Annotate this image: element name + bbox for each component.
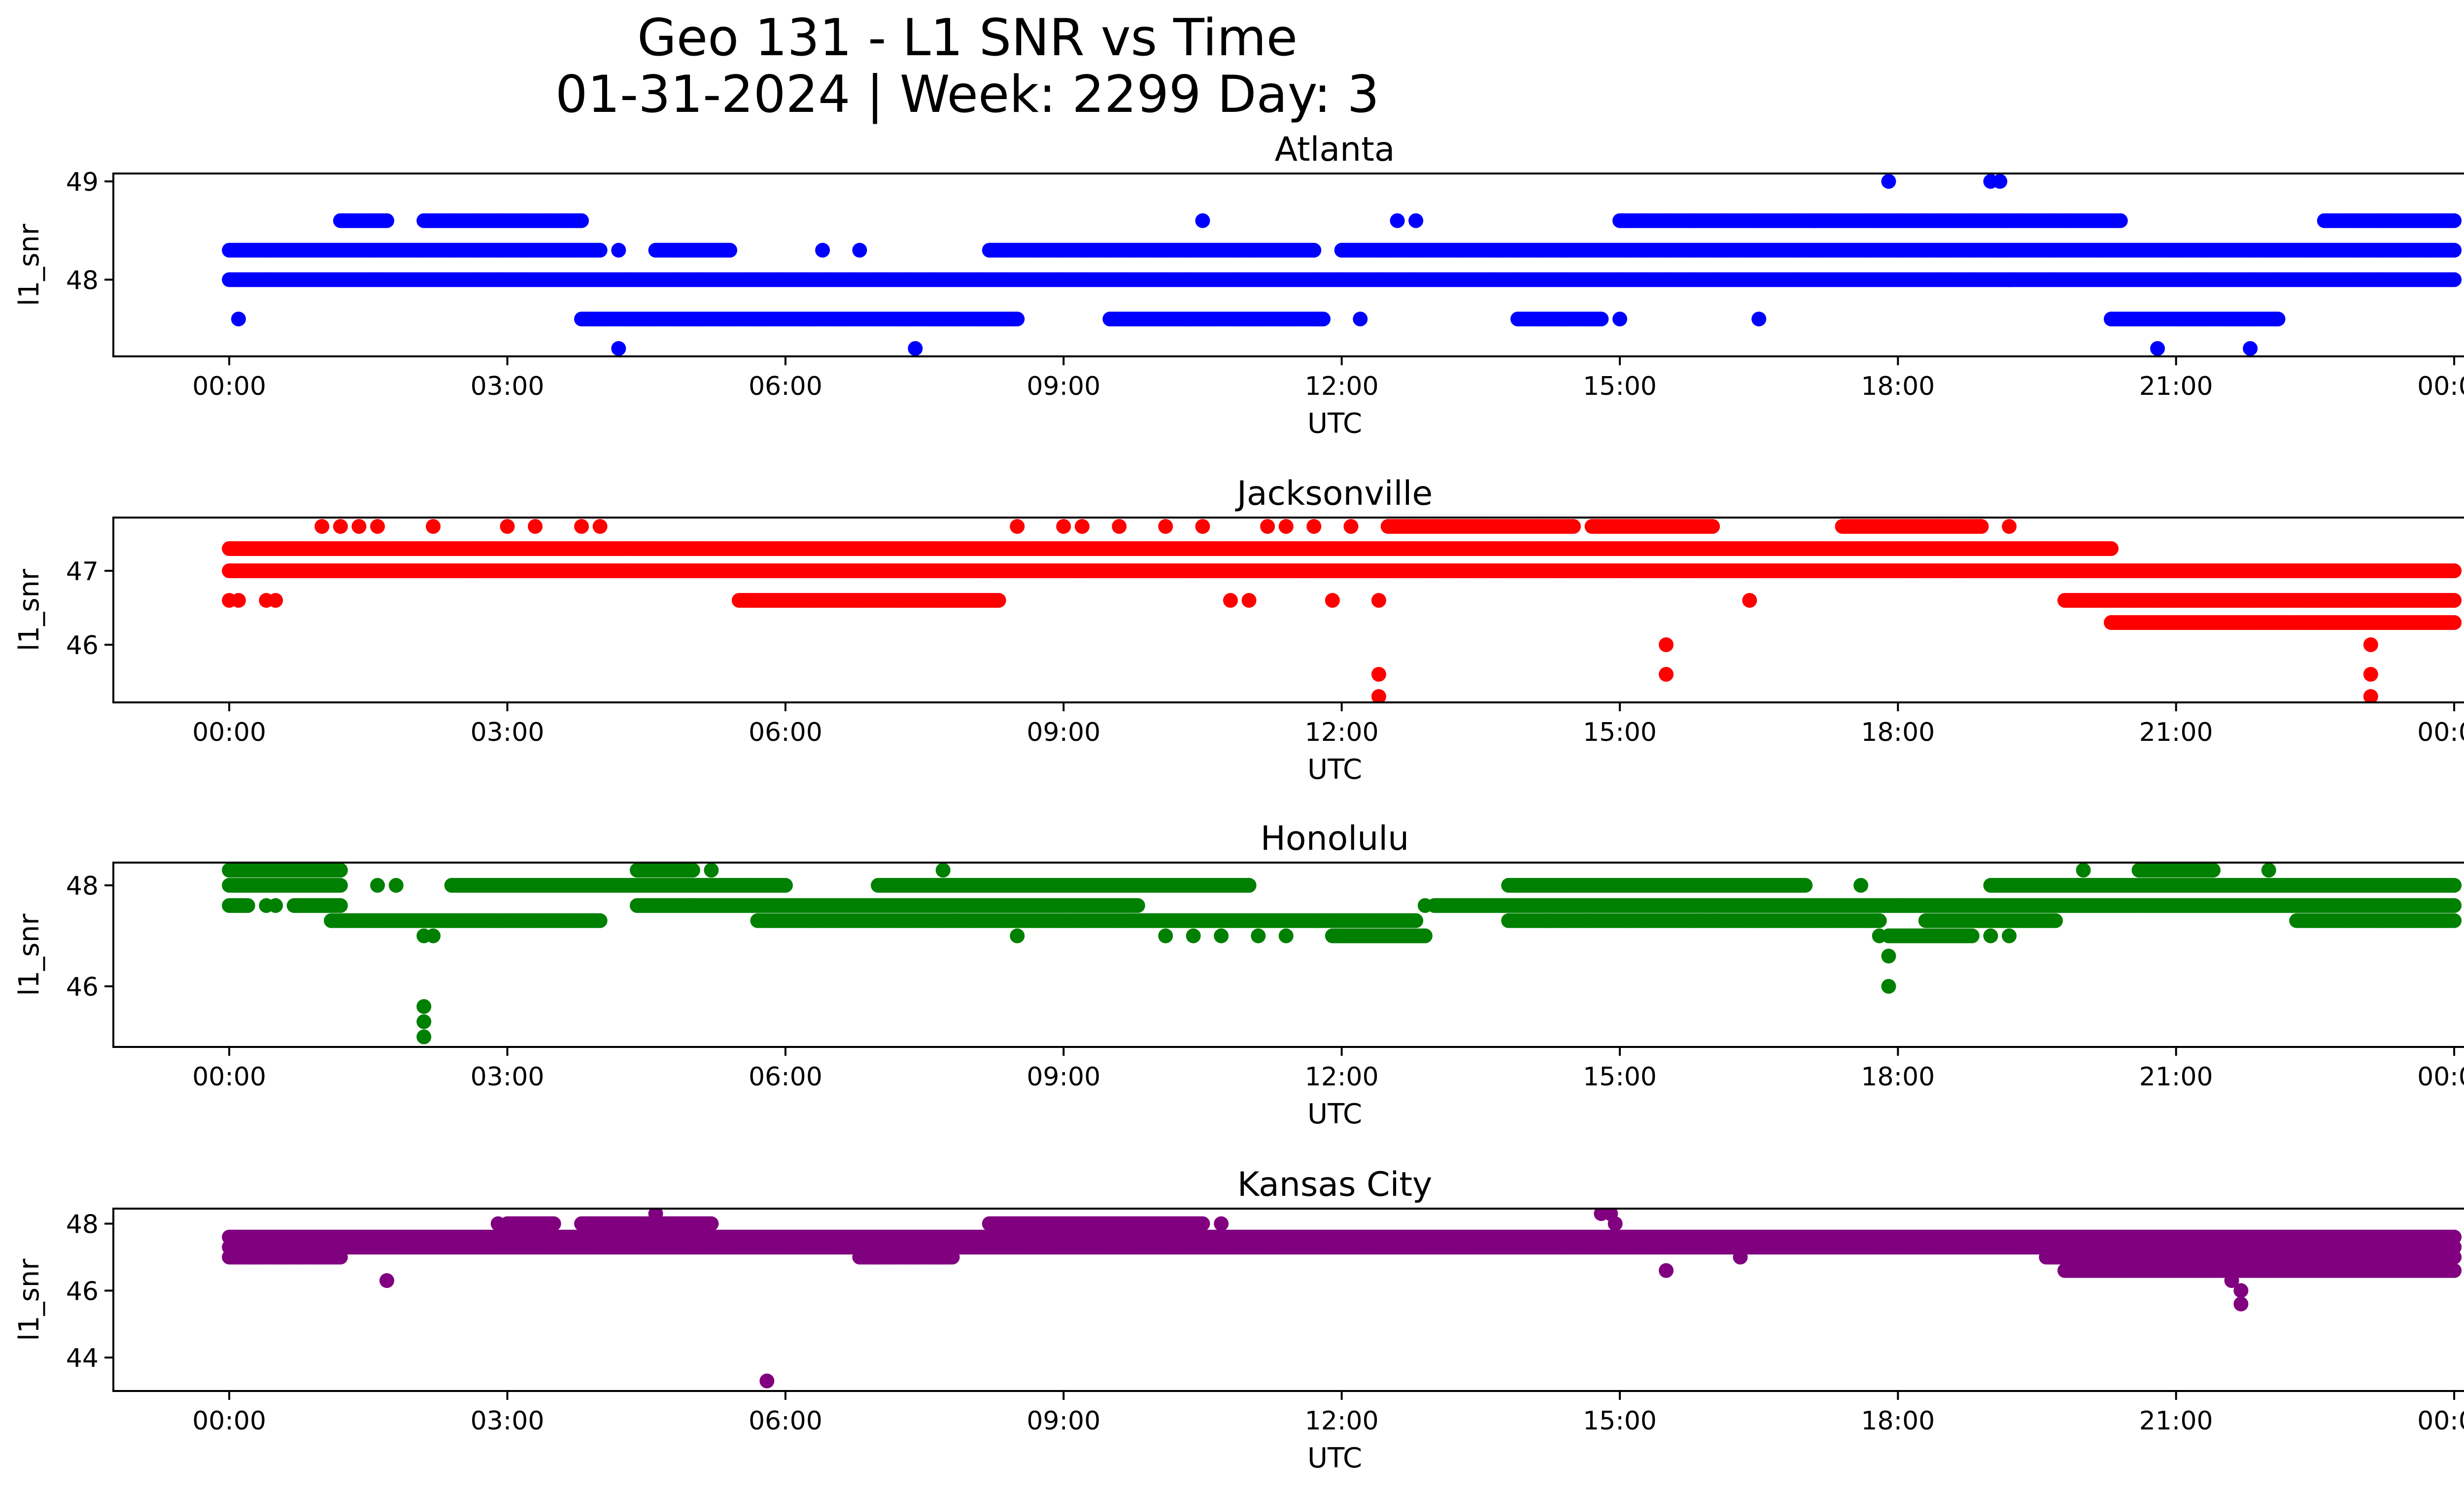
- x-tick-label: 15:00: [1583, 372, 1657, 401]
- data-point: [2113, 213, 2128, 228]
- x-tick-label: 12:00: [1305, 372, 1379, 401]
- data-point: [611, 341, 626, 356]
- data-point: [231, 312, 246, 327]
- data-point: [1390, 213, 1405, 228]
- x-tick-label: 03:00: [471, 718, 545, 747]
- data-point: [2447, 563, 2462, 578]
- data-point: [2447, 272, 2462, 287]
- data-point: [908, 341, 923, 356]
- x-tick-label: 18:00: [1861, 372, 1935, 401]
- y-axis-label: l1_snr: [13, 223, 45, 306]
- data-point: [2345, 213, 2360, 228]
- data-point: [852, 243, 867, 258]
- x-tick-label: 00:00: [192, 718, 266, 747]
- scatter-series: [222, 174, 2462, 356]
- x-tick-label: 06:00: [749, 718, 822, 747]
- subplot-jacksonville: Jacksonville 46 47 00:00 03:00 06:00 09:00 12:0…: [13, 474, 2464, 786]
- subplots: Atlanta 48 49 00:00 03:00 06:00 09:00 12:00 15:0…: [13, 130, 2464, 1474]
- x-axis-label: UTC: [1307, 754, 1362, 786]
- data-point: [592, 243, 608, 258]
- y-tick-label: 46: [66, 631, 99, 661]
- data-point: [1751, 312, 1767, 327]
- x-tick-label: 06:00: [749, 372, 822, 401]
- x-axis-label: UTC: [1307, 408, 1362, 440]
- data-point: [722, 243, 737, 258]
- x-tick-label: 00:00: [192, 372, 266, 401]
- subplot-atlanta: Atlanta 48 49 00:00 03:00 06:00 09:00 12:00 15:0…: [13, 130, 2464, 440]
- x-tick-label: 00:00: [2417, 372, 2464, 401]
- x-tick-label: 09:00: [1027, 718, 1100, 747]
- data-point: [1010, 312, 1025, 327]
- subplot-title: Atlanta: [1275, 130, 1395, 169]
- data-point: [1612, 312, 1627, 327]
- data-point: [1195, 213, 1210, 228]
- data-point: [2447, 213, 2462, 228]
- x-tick-label: 12:00: [1305, 718, 1379, 747]
- data-point: [611, 243, 626, 258]
- subplot-title: Jacksonville: [1235, 474, 1433, 513]
- data-point: [2002, 272, 2017, 287]
- data-point: [2150, 341, 2165, 356]
- y-tick-label: 48: [66, 266, 99, 295]
- figure-title-line1: Geo 131 - L1 SNR vs Time: [637, 8, 1298, 68]
- x-tick-label: 18:00: [1861, 718, 1935, 747]
- data-point: [1594, 312, 1609, 327]
- scatter-series: [222, 519, 2462, 702]
- x-tick-label: 03:00: [471, 372, 545, 401]
- data-point: [574, 213, 589, 228]
- data-point: [1881, 174, 1896, 189]
- data-point: [2270, 312, 2286, 327]
- y-axis-label: l1_snr: [13, 568, 45, 651]
- data-point: [1408, 213, 1424, 228]
- y-tick-label: 49: [66, 168, 99, 197]
- x-tick-label: 21:00: [2139, 372, 2213, 401]
- data-point: [1316, 312, 1331, 327]
- x-tick-label: 21:00: [2139, 718, 2213, 747]
- data-point: [1992, 174, 2008, 189]
- data-point: [2447, 243, 2462, 258]
- data-point: [1306, 243, 1322, 258]
- y-tick-label: 47: [66, 557, 99, 587]
- x-tick-label: 00:00: [2417, 718, 2464, 747]
- data-point: [379, 213, 394, 228]
- data-point: [1353, 312, 1368, 327]
- data-point: [2243, 341, 2258, 356]
- x-tick-label: 09:00: [1027, 372, 1100, 401]
- axes-frame: [112, 173, 2464, 357]
- x-tick-label: 15:00: [1583, 718, 1657, 747]
- figure-title-line2: 01-31-2024 | Week: 2299 Day: 3: [555, 65, 1379, 124]
- data-point: [815, 243, 830, 258]
